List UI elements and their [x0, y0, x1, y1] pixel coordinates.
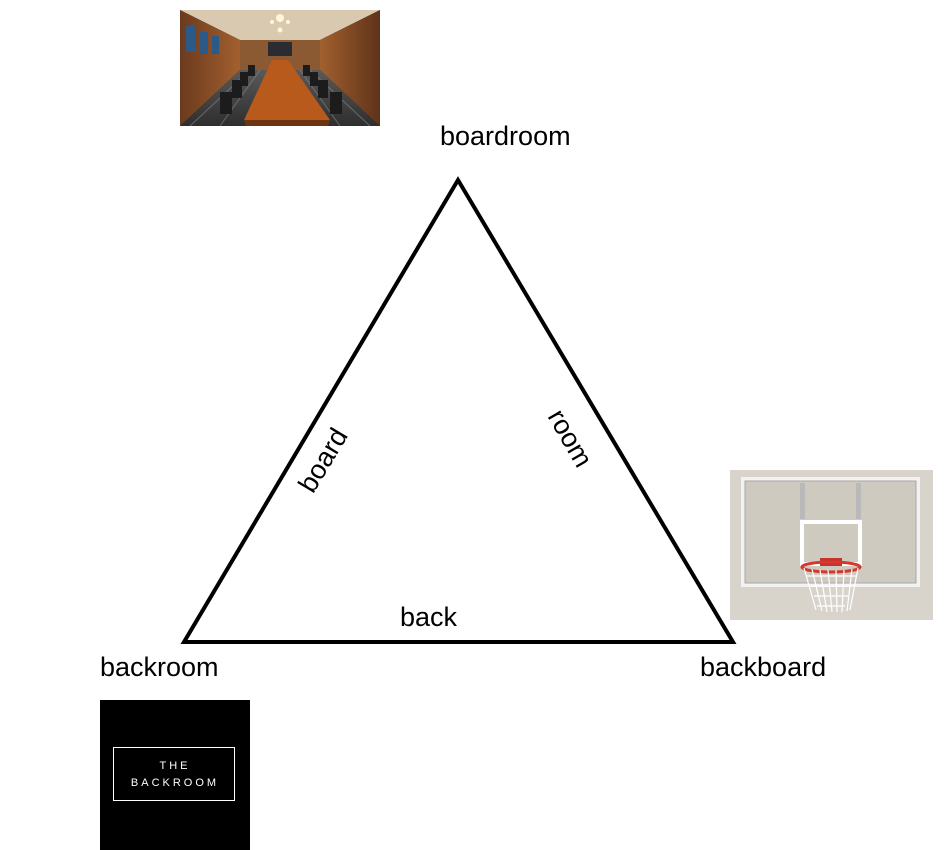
backroom-logo-line1: THE — [159, 760, 191, 772]
conference-room-photo — [180, 10, 380, 126]
backroom-logo: THE BACKROOM — [100, 700, 250, 850]
triangle-shape — [180, 176, 737, 644]
node-label-backboard: backboard — [700, 652, 827, 682]
basketball-backboard-photo — [730, 470, 933, 620]
conference-room-icon — [180, 10, 380, 126]
node-label-backroom: backroom — [100, 652, 219, 682]
backroom-logo-frame — [113, 747, 235, 801]
backboard-icon — [730, 470, 933, 620]
node-label-boardroom: boardroom — [440, 121, 571, 151]
edge-label-back: back — [400, 602, 458, 632]
backroom-logo-line2: BACKROOM — [130, 777, 220, 789]
